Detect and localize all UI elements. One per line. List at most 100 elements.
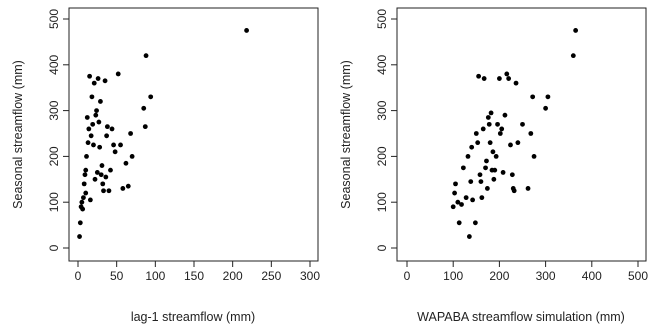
y-tick-label: 0 <box>375 244 389 251</box>
data-point <box>115 71 121 77</box>
data-point <box>478 179 484 184</box>
data-point <box>123 160 129 166</box>
data-point <box>112 149 118 155</box>
data-point <box>500 170 506 175</box>
y-tick-label: 100 <box>375 192 389 212</box>
data-point <box>108 167 113 173</box>
data-point <box>141 105 147 111</box>
data-point <box>545 94 551 100</box>
data-point <box>90 121 96 127</box>
data-point <box>475 140 481 146</box>
data-point <box>486 121 492 127</box>
data-point <box>472 220 478 226</box>
data-point <box>470 197 476 203</box>
data-point <box>460 165 466 171</box>
data-point <box>94 108 99 113</box>
data-point <box>531 154 537 159</box>
y-tick-label: 200 <box>375 146 389 166</box>
data-point <box>86 126 92 132</box>
data-point <box>102 78 108 84</box>
data-point <box>468 179 474 184</box>
data-point <box>118 142 123 148</box>
data-point <box>485 115 491 120</box>
x-tick-label: 400 <box>582 269 602 283</box>
data-point <box>79 199 85 205</box>
data-point <box>82 172 88 178</box>
y-tick-label: 300 <box>47 100 61 120</box>
data-point <box>463 195 469 201</box>
data-point <box>509 172 515 178</box>
data-point <box>466 234 472 239</box>
data-point <box>98 99 103 104</box>
data-point <box>481 76 487 81</box>
data-point <box>96 119 102 125</box>
data-point <box>87 197 93 203</box>
data-point <box>88 133 94 139</box>
data-point <box>84 115 90 120</box>
data-point <box>528 131 534 136</box>
data-point <box>473 131 479 136</box>
data-point <box>506 76 512 81</box>
data-point <box>104 133 110 139</box>
data-point <box>77 220 83 226</box>
data-point <box>93 112 99 118</box>
y-tick-label: 100 <box>47 192 61 212</box>
data-point <box>104 124 110 130</box>
data-point <box>129 154 135 159</box>
y-tick-label: 400 <box>47 54 61 74</box>
data-point <box>483 165 488 171</box>
data-point <box>469 144 475 150</box>
data-point <box>484 158 489 164</box>
data-point <box>109 126 115 132</box>
data-point <box>488 110 494 116</box>
data-point <box>453 181 458 187</box>
data-point <box>511 188 517 194</box>
data-point <box>95 76 101 81</box>
x-tick-label: 100 <box>145 269 165 283</box>
data-point <box>515 140 521 146</box>
y-tick-label: 0 <box>47 244 61 251</box>
y-tick-label: 400 <box>375 54 389 74</box>
data-point <box>487 140 493 146</box>
data-point <box>520 121 525 127</box>
data-point <box>143 53 149 59</box>
data-point <box>450 204 456 210</box>
data-point <box>495 121 500 127</box>
data-point <box>244 28 249 33</box>
data-point <box>459 202 464 207</box>
data-point <box>142 124 148 130</box>
y-tick-label: 200 <box>47 146 61 166</box>
y-tick-label: 300 <box>375 100 389 120</box>
x-tick-label: 150 <box>184 269 204 283</box>
data-point <box>499 126 505 132</box>
data-point <box>573 28 579 33</box>
data-point <box>492 167 498 173</box>
data-point <box>98 172 104 178</box>
data-point <box>89 94 95 100</box>
data-point <box>81 195 86 201</box>
data-point <box>476 73 482 79</box>
data-point <box>128 131 133 136</box>
data-point <box>452 190 457 196</box>
data-point <box>103 174 109 180</box>
data-point <box>94 170 100 175</box>
data-point <box>456 220 462 226</box>
data-point <box>530 94 536 100</box>
data-point <box>91 142 96 148</box>
data-point <box>504 71 510 77</box>
x-tick-label: 300 <box>300 269 320 283</box>
data-point <box>497 76 502 81</box>
data-point <box>92 176 98 182</box>
data-point <box>570 53 576 59</box>
data-point <box>85 140 91 146</box>
data-point <box>513 80 519 86</box>
x-tick-label: 500 <box>628 269 648 283</box>
x-tick-label: 300 <box>536 269 556 283</box>
x-tick-label: 200 <box>223 269 243 283</box>
data-point <box>477 172 483 178</box>
data-point <box>491 176 497 182</box>
data-point <box>465 154 471 159</box>
data-point <box>502 112 508 118</box>
data-point <box>91 80 97 86</box>
